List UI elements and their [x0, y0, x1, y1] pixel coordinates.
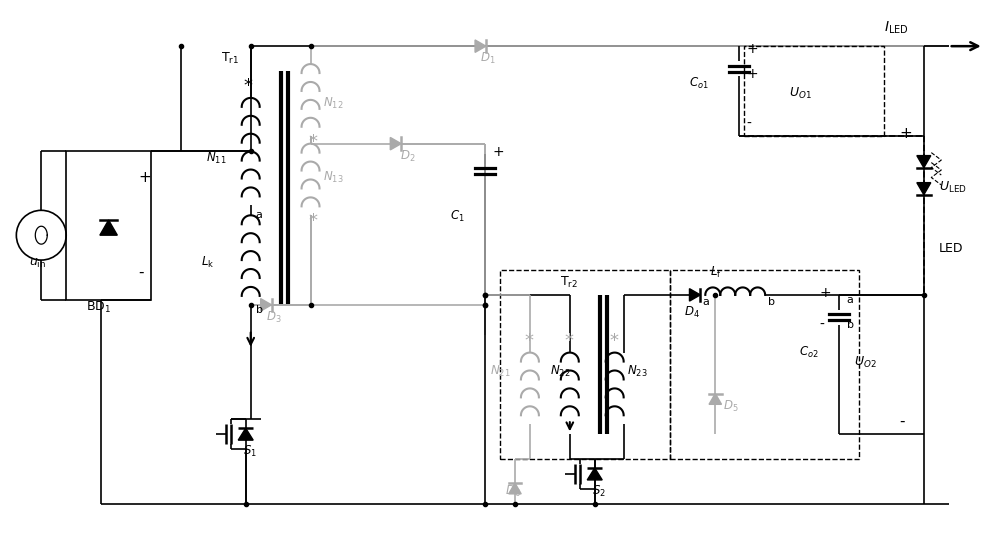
- Text: b: b: [256, 305, 263, 315]
- Text: $D_3$: $D_3$: [266, 310, 281, 325]
- Text: $L_{\rm k}$: $L_{\rm k}$: [201, 255, 214, 270]
- Text: $N_{23}$: $N_{23}$: [627, 365, 648, 379]
- Text: $I_{\rm LED}$: $I_{\rm LED}$: [884, 20, 909, 36]
- Polygon shape: [238, 428, 253, 440]
- Text: $L_{\rm f}$: $L_{\rm f}$: [710, 265, 722, 280]
- Polygon shape: [917, 183, 931, 195]
- Text: a: a: [256, 210, 263, 220]
- Text: $D_1$: $D_1$: [480, 51, 496, 66]
- Text: -: -: [819, 318, 824, 332]
- Text: $U_{O2}$: $U_{O2}$: [854, 354, 877, 370]
- Text: *: *: [308, 212, 317, 230]
- Text: $\rm BD_1$: $\rm BD_1$: [86, 300, 111, 315]
- Polygon shape: [390, 137, 401, 150]
- Polygon shape: [509, 483, 521, 494]
- Text: $C_1$: $C_1$: [450, 209, 465, 224]
- Text: +: +: [819, 286, 831, 300]
- Text: +: +: [747, 42, 758, 56]
- Polygon shape: [689, 289, 700, 301]
- Text: $D_6$: $D_6$: [505, 484, 521, 499]
- Text: $\rm T_{r2}$: $\rm T_{r2}$: [560, 275, 578, 290]
- Polygon shape: [587, 468, 602, 480]
- Polygon shape: [100, 220, 117, 235]
- Bar: [670, 270, 859, 459]
- Polygon shape: [475, 40, 486, 52]
- Text: +: +: [899, 126, 912, 141]
- Text: $U_{\rm LED}$: $U_{\rm LED}$: [939, 180, 967, 196]
- Polygon shape: [917, 156, 931, 168]
- Text: a: a: [703, 298, 710, 307]
- Text: *: *: [525, 332, 534, 350]
- Text: -: -: [899, 414, 904, 429]
- Text: $U_{O1}$: $U_{O1}$: [789, 86, 812, 101]
- Text: $N_{21}$: $N_{21}$: [490, 365, 511, 379]
- Text: $u_{\rm in}$: $u_{\rm in}$: [29, 257, 46, 270]
- Text: *: *: [565, 332, 574, 350]
- Polygon shape: [709, 393, 722, 404]
- Text: $N_{12}$: $N_{12}$: [323, 96, 343, 111]
- Text: b: b: [768, 298, 775, 307]
- Text: +: +: [139, 171, 151, 185]
- Bar: [66, 150, 151, 300]
- Text: a: a: [847, 295, 853, 305]
- Bar: [744, 46, 884, 136]
- Text: $D_2$: $D_2$: [400, 148, 416, 164]
- Text: $S_1$: $S_1$: [243, 444, 257, 459]
- Text: -: -: [747, 117, 752, 131]
- Text: $S_2$: $S_2$: [592, 484, 606, 499]
- Text: *: *: [308, 132, 317, 150]
- Text: $D_5$: $D_5$: [723, 399, 738, 414]
- Text: $\rm T_{r1}$: $\rm T_{r1}$: [221, 51, 239, 66]
- Text: $C_{o2}$: $C_{o2}$: [799, 344, 819, 360]
- Text: *: *: [243, 77, 252, 95]
- Text: $C_{o1}$: $C_{o1}$: [689, 76, 709, 91]
- Bar: [500, 270, 670, 459]
- Text: $D_4$: $D_4$: [684, 305, 700, 320]
- Text: +: +: [747, 67, 758, 81]
- Text: $N_{13}$: $N_{13}$: [323, 171, 344, 185]
- Text: +: +: [493, 144, 504, 159]
- Text: LED: LED: [939, 242, 963, 255]
- Text: *: *: [610, 332, 619, 350]
- Text: $N_{11}$: $N_{11}$: [206, 150, 226, 166]
- Text: -: -: [139, 265, 144, 280]
- Text: b: b: [847, 320, 854, 330]
- Polygon shape: [261, 299, 272, 311]
- Text: $N_{22}$: $N_{22}$: [550, 365, 570, 379]
